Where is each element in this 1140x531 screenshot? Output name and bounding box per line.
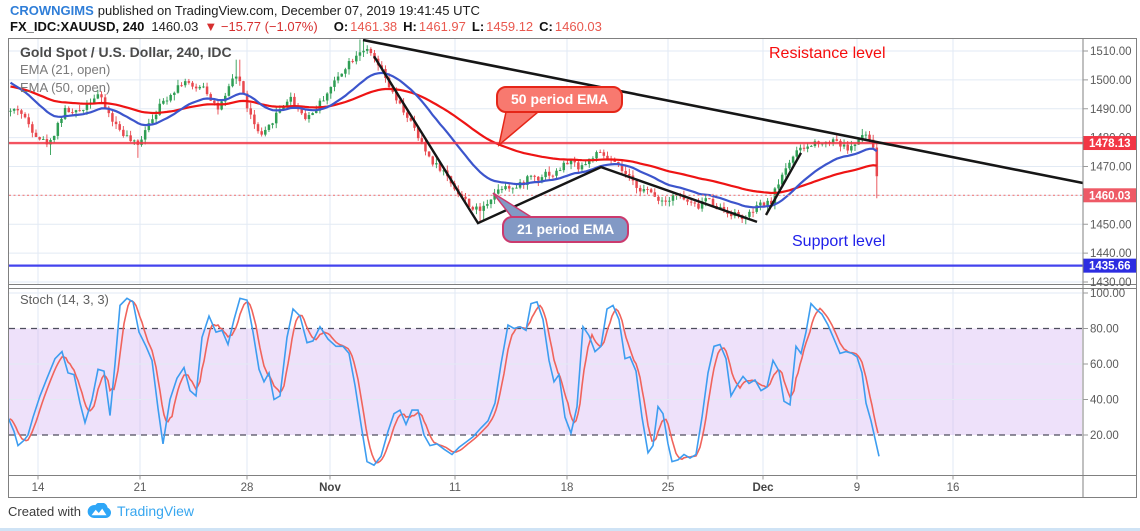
time-axis-tick: 21 [134, 482, 147, 494]
price-axis-tick: 1450.00 [1090, 219, 1132, 231]
ema50-line[interactable] [10, 85, 877, 195]
stoch-legend-title[interactable]: Stoch (14, 3, 3) [20, 292, 109, 307]
footer-credit: Created with TradingView [8, 503, 194, 519]
ohlc-value: 1461.97 [418, 19, 466, 34]
time-axis-tick: 9 [854, 482, 860, 494]
ema-overlays [9, 71, 878, 209]
resistance-price-badge [1083, 136, 1136, 151]
resistance-price-badge-text: 1478.13 [1089, 138, 1131, 150]
stoch-axis-tick: 60.00 [1090, 359, 1119, 371]
tradingview-logo-icon [87, 503, 111, 518]
legend-ema50[interactable]: EMA (50, open) [20, 80, 111, 95]
ohlc-values: O: 1461.38 H: 1461.97 L: 1459.12 C: 1460.03 [328, 19, 602, 34]
stoch-axis-tick: 100.00 [1090, 288, 1125, 300]
stoch-k-line [9, 297, 880, 467]
ohlc-label: C: [539, 19, 553, 34]
support-level-label: Support level [792, 233, 886, 250]
time-axis-tick: 25 [662, 482, 675, 494]
callout-tails [492, 111, 541, 221]
grid-lines [9, 39, 1083, 475]
last-price-badge [1083, 188, 1136, 203]
publish-info: CROWNGIMS published on TradingView.com, D… [10, 3, 480, 18]
time-axis[interactable]: 14 21 28 Nov 11 18 25 Dec 9 16 [32, 475, 960, 495]
price-axis-tick: 1430.00 [1090, 277, 1132, 289]
zigzag-trendline[interactable] [372, 55, 758, 225]
ohlc-value: 1461.38 [350, 19, 398, 34]
stochastic-pane[interactable] [8, 292, 1083, 467]
stoch-axis-tick: 20.00 [1090, 430, 1119, 442]
ohlc-label: L: [471, 19, 485, 34]
time-axis-tick: 11 [449, 482, 461, 494]
pane-borders [8, 38, 1137, 498]
price-axis-tick: 1470.00 [1090, 162, 1132, 174]
ohlc-label: O: [333, 19, 349, 34]
price-axis-tick: 1510.00 [1090, 46, 1132, 58]
last-price-badge-text: 1460.03 [1089, 190, 1131, 202]
ohlc-label: H: [403, 19, 417, 34]
time-axis-tick: 28 [241, 482, 254, 494]
price-levels [9, 141, 1083, 267]
tradingview-brand-link[interactable]: TradingView [116, 503, 195, 519]
price-axis[interactable]: 1510.001500.001490.001480.001470.001460.… [1083, 46, 1136, 442]
resistance-level-label: Resistance level [769, 45, 886, 62]
stoch-d-line [9, 300, 879, 464]
created-with-text: Created with [8, 503, 81, 519]
time-axis-tick: Dec [752, 482, 774, 494]
publish-text: published on TradingView.com, December 0… [97, 3, 480, 18]
symbol-info-bar: FX_IDC:XAUUSD, 240 1460.03 ▼ −15.77 (−1.07… [10, 19, 602, 34]
support-price-badge-text: 1435.66 [1089, 261, 1131, 273]
ohlc-value: 1459.12 [486, 19, 534, 34]
bottom-divider [0, 528, 1140, 531]
time-axis-tick: 18 [561, 482, 574, 494]
ohlc-value: 1460.03 [554, 19, 602, 34]
price-axis-tick: 1490.00 [1090, 104, 1132, 116]
stoch-axis-tick: 80.00 [1090, 324, 1119, 336]
price-axis-tick: 1500.00 [1090, 75, 1132, 87]
support-price-badge [1083, 258, 1136, 273]
last-price: 1460.03 [151, 19, 199, 34]
time-axis-tick: Nov [319, 482, 341, 494]
legend-ema21[interactable]: EMA (21, open) [20, 62, 111, 77]
time-axis-tick: 14 [32, 482, 45, 494]
stoch-axis-tick: 40.00 [1090, 395, 1119, 407]
ema50-callout-tail [497, 111, 541, 147]
rally-trendline[interactable] [764, 152, 803, 216]
chart-legend-title: Gold Spot / U.S. Dollar, 240, IDC [20, 44, 232, 60]
price-axis-tick: 1440.00 [1090, 248, 1132, 260]
drawn-trendlines[interactable] [362, 38, 1084, 225]
time-axis-tick: 16 [947, 482, 960, 494]
price-change: ▼ −15.77 (−1.07%) [204, 19, 318, 34]
symbol-name: FX_IDC:XAUUSD, 240 [10, 19, 145, 34]
author-link[interactable]: CROWNGIMS [10, 3, 94, 18]
ema21-line[interactable] [9, 71, 878, 209]
ema50-callout: 50 period EMA [496, 86, 624, 113]
ema21-callout: 21 period EMA [502, 216, 630, 243]
resistance-trendline[interactable] [362, 38, 1084, 185]
